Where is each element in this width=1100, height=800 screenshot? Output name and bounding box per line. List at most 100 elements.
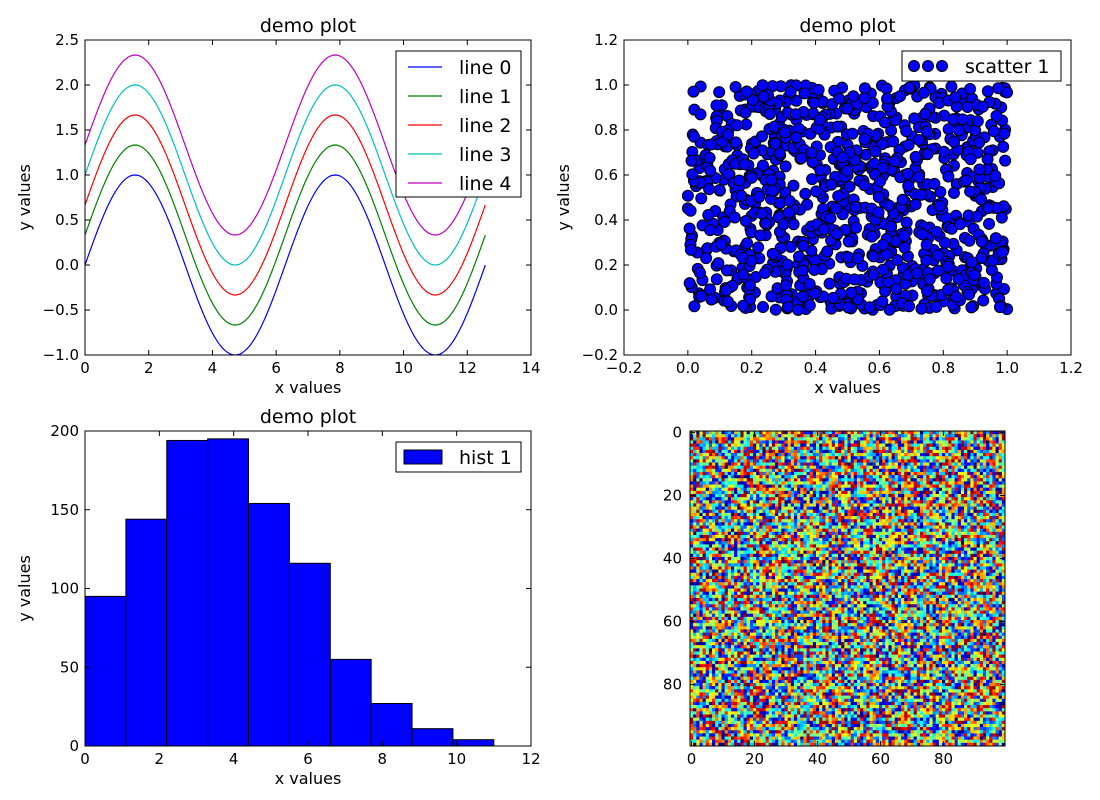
heatmap-cell [715,509,719,514]
heatmap-cell [957,494,962,498]
heatmap-cell [816,453,820,457]
heatmap-cell [690,449,694,454]
heatmap-cell [834,506,839,511]
heatmap-cell [976,487,981,492]
y-tick-label: 0.0 [594,301,618,319]
heatmap-cell [885,516,889,520]
heatmap-cell [916,434,921,438]
heatmap-cell [718,544,722,548]
heatmap-cell [986,522,990,526]
heatmap-cell [809,525,814,529]
heatmap-cell [771,471,776,476]
heatmap-cell [926,490,930,495]
heatmap-cell [945,525,949,529]
heatmap-cell [834,478,839,482]
heatmap-cell [856,531,861,536]
heatmap-cell [702,509,707,514]
scatter-point [883,199,896,212]
heatmap-cell [932,547,937,552]
heatmap-cell [907,503,911,507]
heatmap-cell [819,506,823,511]
heatmap-cell [919,528,924,533]
heatmap-cell [992,506,996,511]
heatmap-cell [951,519,955,523]
heatmap-cell [957,443,962,448]
heatmap-cell [982,434,987,438]
heatmap-cell [938,453,943,457]
heatmap-cell [775,538,779,542]
heatmap-cell [964,541,968,545]
heatmap-cell [718,525,722,529]
heatmap-cell [690,538,694,542]
heatmap-cell [705,531,710,536]
heatmap-cell [753,462,757,466]
heatmap-cell [838,446,842,451]
heatmap-cell [819,471,823,476]
heatmap-cell [938,440,943,444]
heatmap-cell [850,544,855,548]
heatmap-cell [781,547,785,552]
heatmap-cell [875,443,880,448]
heatmap-cell [724,475,729,479]
heatmap-cell [916,490,921,495]
heatmap-cell [910,525,914,529]
heatmap-cell [743,506,748,511]
heatmap-cell [753,468,757,473]
heatmap-cell [825,475,829,479]
heatmap-cell [929,497,933,501]
heatmap-cell [828,500,833,504]
heatmap-cell [954,541,959,545]
heatmap-cell [923,465,927,470]
heatmap-cell [712,434,716,438]
heatmap-cell [768,453,773,457]
heatmap-cell [945,541,949,545]
scatter-point [737,268,750,281]
heatmap-cell [727,449,732,454]
heatmap-cell [973,462,977,466]
heatmap-cell [705,471,710,476]
heatmap-cell [753,512,757,517]
heatmap-cell [995,468,1000,473]
heatmap-cell [916,487,921,492]
heatmap-cell [743,465,748,470]
heatmap-cell [784,437,788,441]
heatmap-cell [768,506,773,511]
heatmap-cell [945,528,949,533]
heatmap-cell [967,431,971,435]
heatmap-cell [964,494,968,498]
heatmap-cell [894,490,899,495]
heatmap-cell [976,443,981,448]
heatmap-cell [897,525,902,529]
heatmap-cell [787,437,792,441]
heatmap-cell [932,534,937,539]
heatmap-cell [737,475,741,479]
heatmap-cell [853,503,858,507]
heatmap-cell [967,468,971,473]
heatmap-cell [910,544,914,548]
heatmap-cell [819,462,823,466]
scatter-point [968,268,981,281]
heatmap-cell [797,449,801,454]
heatmap-cell [957,459,962,463]
heatmap-cell [756,440,760,444]
y-tick-label: 0.5 [55,211,79,229]
heatmap-cell [759,503,763,507]
heatmap-cell [872,494,877,498]
heatmap-cell [778,512,782,517]
heatmap-cell [743,443,748,448]
heatmap-cell [919,478,924,482]
heatmap-cell [734,437,738,441]
heatmap-cell [916,538,921,542]
heatmap-cell [721,437,725,441]
heatmap-cell [929,440,933,444]
heatmap-cell [721,440,725,444]
heatmap-cell [841,481,845,485]
heatmap-cell [724,462,729,466]
heatmap-cell [762,516,766,520]
heatmap-cell [749,487,754,492]
heatmap-cell [737,547,741,552]
heatmap-cell [847,490,851,495]
heatmap-cell [753,541,757,545]
heatmap-cell [856,519,861,523]
heatmap-cell [860,525,864,529]
